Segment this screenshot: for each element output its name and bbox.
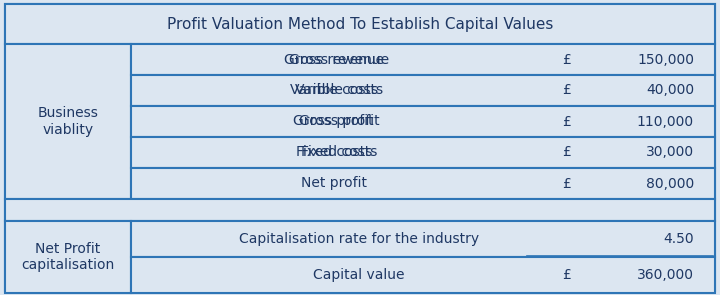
Text: Gross profit: Gross profit xyxy=(294,114,374,129)
Bar xyxy=(5,199,715,221)
Text: Net profit: Net profit xyxy=(301,176,366,191)
Text: Varible costs: Varible costs xyxy=(295,83,383,98)
Text: 360,000: 360,000 xyxy=(637,268,694,282)
Text: Capital value: Capital value xyxy=(313,268,405,282)
Text: £: £ xyxy=(562,114,572,129)
Text: £: £ xyxy=(562,53,572,66)
Text: Fixed costs: Fixed costs xyxy=(296,145,372,160)
Text: £: £ xyxy=(562,176,572,191)
Text: £: £ xyxy=(562,83,572,98)
Bar xyxy=(5,221,131,293)
Text: 80,000: 80,000 xyxy=(646,176,694,191)
Text: Gross revenue: Gross revenue xyxy=(284,53,384,66)
Text: Gross revenue: Gross revenue xyxy=(289,53,389,66)
Bar xyxy=(5,4,715,44)
Text: 4.50: 4.50 xyxy=(663,232,694,246)
Text: 40,000: 40,000 xyxy=(646,83,694,98)
Text: £: £ xyxy=(562,268,572,282)
Text: 110,000: 110,000 xyxy=(637,114,694,129)
Bar xyxy=(131,221,715,257)
Text: Profit Valuation Method To Establish Capital Values: Profit Valuation Method To Establish Cap… xyxy=(167,17,553,32)
Bar xyxy=(131,44,715,75)
Text: 30,000: 30,000 xyxy=(646,145,694,160)
Text: 150,000: 150,000 xyxy=(637,53,694,66)
Bar xyxy=(131,137,715,168)
Bar xyxy=(131,75,715,106)
Text: Gross profit: Gross profit xyxy=(299,114,379,129)
Text: Business
viablity: Business viablity xyxy=(37,106,99,137)
Bar xyxy=(5,44,131,199)
Bar xyxy=(131,168,715,199)
Text: Varible costs: Varible costs xyxy=(289,83,378,98)
Bar xyxy=(131,257,715,293)
Text: Capitalisation rate for the industry: Capitalisation rate for the industry xyxy=(239,232,479,246)
Text: Net Profit
capitalisation: Net Profit capitalisation xyxy=(22,242,114,272)
Text: Fixed costs: Fixed costs xyxy=(301,145,377,160)
Bar xyxy=(131,106,715,137)
Text: £: £ xyxy=(562,145,572,160)
